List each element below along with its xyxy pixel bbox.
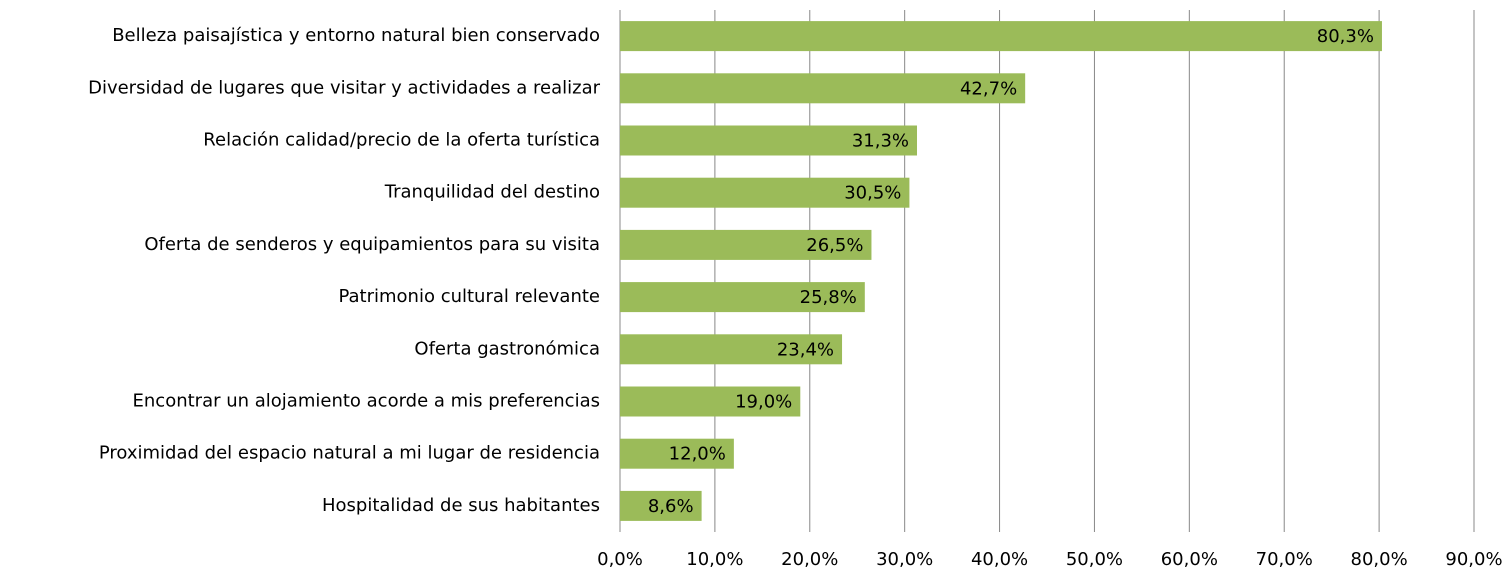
bar xyxy=(620,282,865,313)
x-tick-label: 30,0% xyxy=(876,549,933,570)
y-tick-label: Proximidad del espacio natural a mi luga… xyxy=(99,443,600,464)
value-label: 30,5% xyxy=(844,183,901,204)
y-tick-label: Hospitalidad de sus habitantes xyxy=(322,495,600,516)
x-tick-label: 70,0% xyxy=(1256,549,1313,570)
x-tick-label: 90,0% xyxy=(1445,549,1502,570)
y-tick-label: Relación calidad/precio de la oferta tur… xyxy=(203,130,600,151)
x-tick-label: 10,0% xyxy=(686,549,743,570)
bar xyxy=(620,177,910,208)
value-label: 12,0% xyxy=(669,444,726,465)
bar xyxy=(620,125,918,156)
y-tick-label: Encontrar un alojamiento acorde a mis pr… xyxy=(133,391,600,412)
y-tick-label: Patrimonio cultural relevante xyxy=(338,286,600,307)
value-label: 8,6% xyxy=(648,496,694,517)
x-tick-label: 80,0% xyxy=(1351,549,1408,570)
bar xyxy=(620,490,702,521)
bar xyxy=(620,386,801,417)
value-label: 42,7% xyxy=(960,78,1017,99)
x-tick-label: 60,0% xyxy=(1161,549,1218,570)
value-label: 25,8% xyxy=(800,287,857,308)
value-label: 80,3% xyxy=(1317,26,1374,47)
y-tick-label: Belleza paisajística y entorno natural b… xyxy=(112,25,600,46)
bar xyxy=(620,21,1382,52)
y-tick-label: Diversidad de lugares que visitar y acti… xyxy=(88,77,601,98)
bar xyxy=(620,229,872,260)
value-label: 26,5% xyxy=(806,235,863,256)
value-label: 19,0% xyxy=(735,392,792,413)
value-label: 31,3% xyxy=(852,131,909,152)
x-tick-label: 50,0% xyxy=(1066,549,1123,570)
y-tick-label: Tranquilidad del destino xyxy=(384,182,600,203)
bar xyxy=(620,73,1026,104)
y-tick-label: Oferta de senderos y equipamientos para … xyxy=(144,234,600,255)
y-tick-label: Oferta gastronómica xyxy=(414,338,600,359)
x-tick-label: 20,0% xyxy=(781,549,838,570)
value-label: 23,4% xyxy=(777,339,834,360)
bar xyxy=(620,438,734,469)
x-tick-label: 0,0% xyxy=(597,549,643,570)
x-tick-label: 40,0% xyxy=(971,549,1028,570)
bar xyxy=(620,334,843,365)
